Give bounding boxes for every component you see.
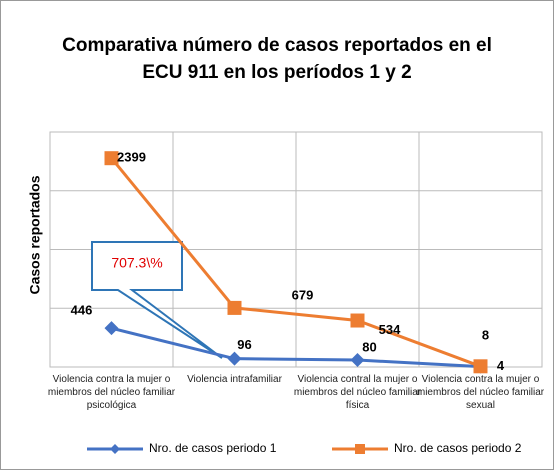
data-label: 4 bbox=[497, 358, 505, 373]
data-label: 446 bbox=[71, 303, 93, 318]
legend-label: Nro. de casos periodo 2 bbox=[394, 441, 522, 455]
x-tick-label: Violencia contra la mujer o miembros del… bbox=[416, 374, 545, 411]
y-axis-label: Casos reportados bbox=[27, 175, 43, 294]
data-label: 8 bbox=[482, 328, 489, 343]
legend-marker bbox=[355, 444, 365, 454]
x-tick-label: Violencia contral la mujer o miembros de… bbox=[293, 374, 422, 411]
chart-title: Comparativa número de casos reportados e… bbox=[62, 35, 492, 83]
data-label: 80 bbox=[362, 339, 376, 354]
series-line bbox=[110, 157, 482, 368]
data-label: 534 bbox=[379, 322, 401, 337]
legend-label: Nro. de casos periodo 1 bbox=[149, 441, 277, 455]
series-line bbox=[111, 326, 481, 369]
point bbox=[104, 151, 119, 166]
x-tick-label: Violencia contra la mujer o miembros del… bbox=[47, 374, 176, 411]
callout bbox=[91, 241, 223, 359]
data-label: 96 bbox=[237, 337, 251, 352]
point bbox=[350, 353, 365, 368]
annotation: 707.3\% bbox=[111, 255, 162, 271]
data-label: 679 bbox=[292, 287, 314, 302]
point bbox=[473, 359, 488, 374]
point bbox=[104, 321, 119, 336]
data-label: 2399 bbox=[117, 150, 146, 165]
point bbox=[227, 351, 242, 366]
x-tick-label: Violencia intrafamiliar bbox=[187, 374, 282, 385]
point bbox=[227, 300, 242, 315]
point bbox=[350, 313, 365, 328]
legend-marker bbox=[110, 444, 120, 454]
